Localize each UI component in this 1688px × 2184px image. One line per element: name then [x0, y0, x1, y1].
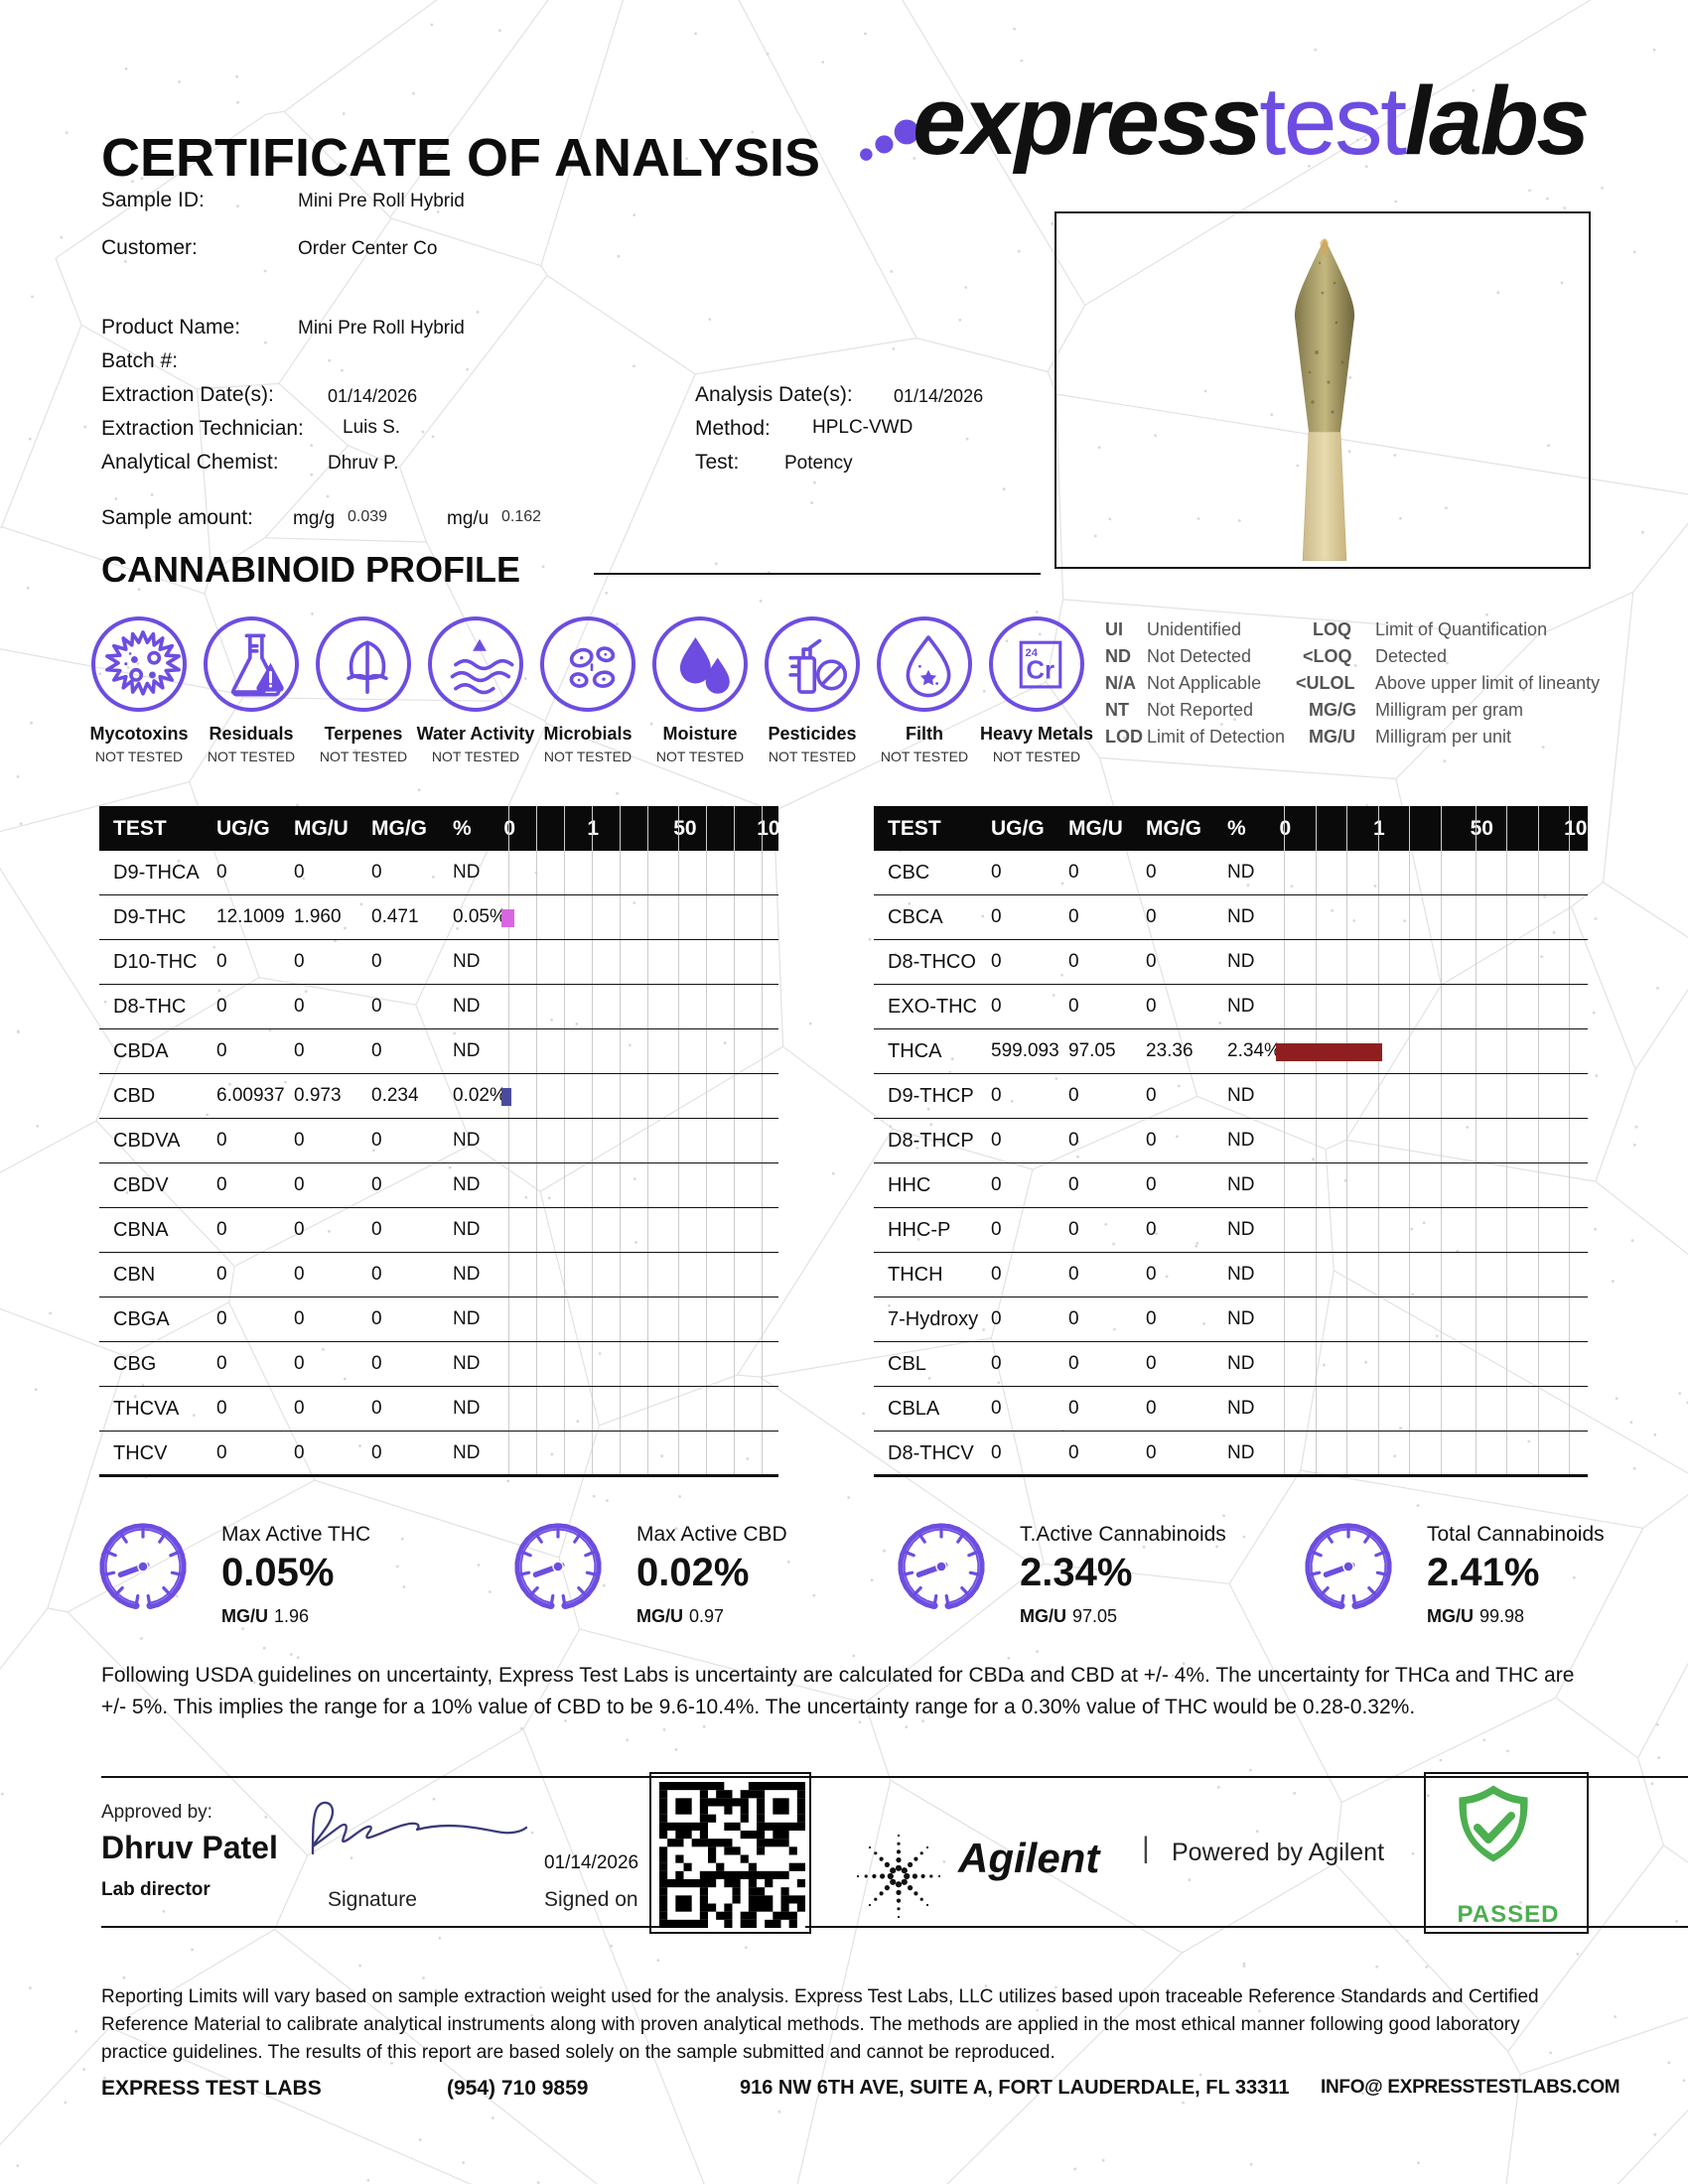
svg-text:Cr: Cr	[1026, 656, 1055, 684]
